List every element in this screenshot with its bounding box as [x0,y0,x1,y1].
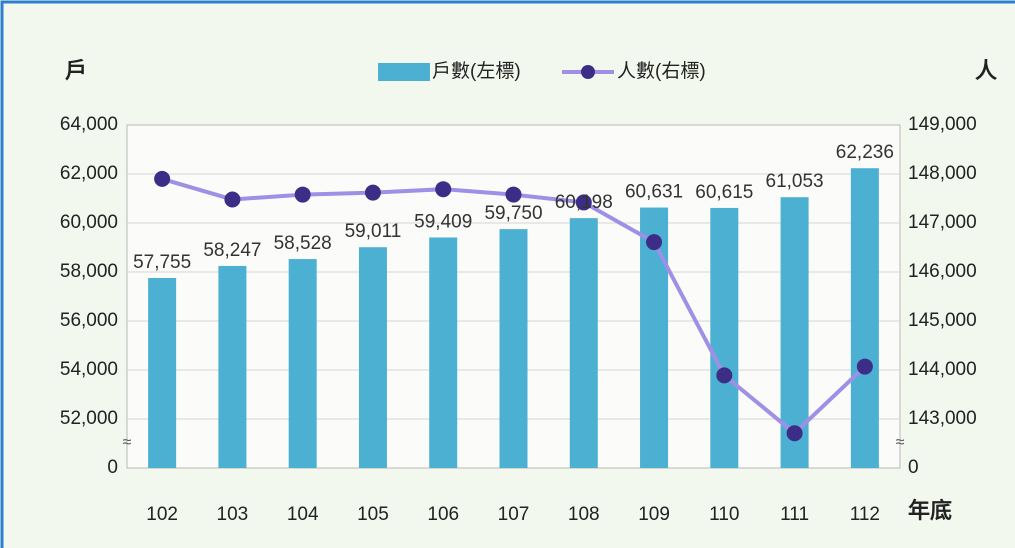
x-tick-label: 110 [709,504,739,525]
data-label: 58,247 [203,240,261,261]
x-tick-label: 108 [568,504,600,525]
axis-break: ≈ [123,434,132,451]
y-tick-label: 56,000 [60,310,118,331]
data-label: 59,011 [345,221,402,242]
bar [429,237,458,468]
y-tick-label: 62,000 [60,163,118,184]
y-tick-label: 146,000 [908,261,977,282]
marker [364,184,381,201]
marker [856,358,873,375]
x-tick-label: 106 [427,504,459,525]
y-tick-label: 144,000 [908,359,977,380]
bar [148,278,177,468]
marker [716,367,733,384]
marker [646,234,663,251]
legend-swatch-marker [581,65,595,79]
x-axis-label: 年底 [908,498,952,523]
y-tick-label: 147,000 [908,212,977,233]
legend-label: 人數(右標) [617,60,706,82]
data-label: 62,236 [836,142,894,163]
bar [288,259,317,468]
bar [710,207,739,468]
marker [224,191,241,208]
x-tick-label: 102 [146,504,178,525]
y-tick-label: 149,000 [908,114,977,135]
x-tick-label: 112 [850,504,880,525]
x-tick-label: 104 [287,504,319,525]
x-tick-label: 107 [498,504,530,525]
y-tick-label: 145,000 [908,310,977,331]
y-tick-label: 0 [908,457,919,478]
y-tick-label: 58,000 [60,261,118,282]
data-label: 60,198 [555,192,613,213]
legend-swatch-bar [378,63,430,81]
axis-break: ≈ [896,434,905,451]
marker [154,170,171,187]
y-tick-label: 143,000 [908,408,977,429]
marker [294,186,311,203]
data-label: 61,053 [766,171,824,192]
marker [786,425,803,442]
marker [435,181,452,198]
marker [575,194,592,211]
bar [640,207,669,468]
bar [218,265,247,468]
x-tick-label: 105 [357,504,389,525]
y-tick-label: 148,000 [908,163,977,184]
marker [505,186,522,203]
y-tick-label: 52,000 [60,408,118,429]
x-tick-label: 103 [217,504,249,525]
data-label: 59,750 [484,203,542,224]
legend-label: 戶數(左標) [432,60,521,82]
bar [569,218,598,468]
data-label: 58,528 [274,233,332,254]
bar [499,229,528,468]
y-tick-label: 54,000 [60,359,118,380]
data-label: 57,755 [133,252,191,273]
data-label: 59,409 [414,211,472,232]
bar [358,247,387,468]
y2-axis-label: 人 [975,58,997,83]
data-label: 60,615 [695,182,753,203]
y-tick-label: 0 [107,457,118,478]
x-tick-label: 109 [638,504,670,525]
x-tick-label: 111 [780,504,809,525]
bar [850,168,879,468]
y-axis-label: 戶 [65,58,87,83]
data-label: 60,631 [625,182,683,203]
y-tick-label: 64,000 [60,114,118,135]
y-tick-label: 60,000 [60,212,118,233]
